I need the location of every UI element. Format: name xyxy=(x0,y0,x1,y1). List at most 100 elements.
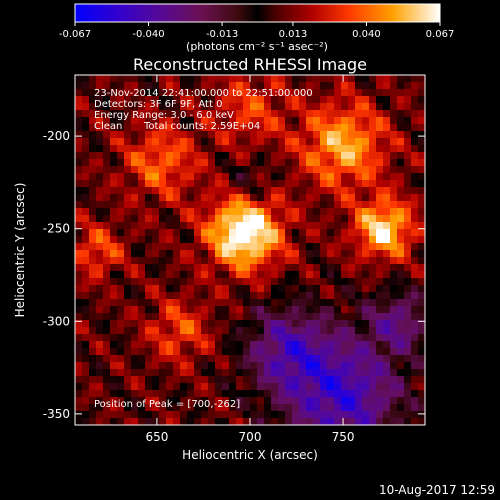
image-pixel xyxy=(145,397,153,405)
image-pixel xyxy=(89,124,97,132)
image-pixel xyxy=(124,285,132,293)
image-pixel xyxy=(236,376,244,384)
image-pixel xyxy=(376,222,384,230)
image-pixel xyxy=(376,278,384,286)
image-pixel xyxy=(229,243,237,251)
image-pixel xyxy=(215,222,223,230)
image-pixel xyxy=(215,376,223,384)
image-pixel xyxy=(243,145,251,153)
image-pixel xyxy=(341,355,349,363)
image-pixel xyxy=(278,299,286,307)
image-pixel xyxy=(327,313,335,321)
colorbar-ticks: -0.067 -0.040 -0.013 0.013 0.040 0.067 xyxy=(59,22,454,40)
image-pixel xyxy=(159,243,167,251)
image-pixel xyxy=(327,369,335,377)
image-pixel xyxy=(278,117,286,125)
y-tick-label: -250 xyxy=(43,222,70,236)
image-pixel xyxy=(334,152,342,160)
image-pixel xyxy=(208,257,216,265)
image-pixel xyxy=(285,243,293,251)
image-pixel xyxy=(215,138,223,146)
image-pixel xyxy=(334,348,342,356)
image-pixel xyxy=(376,299,384,307)
image-pixel xyxy=(404,159,412,167)
image-pixel xyxy=(124,264,132,272)
image-pixel xyxy=(124,215,132,223)
image-pixel xyxy=(75,362,83,370)
image-pixel xyxy=(341,404,349,412)
image-pixel xyxy=(208,348,216,356)
image-pixel xyxy=(264,299,272,307)
image-pixel xyxy=(166,208,174,216)
image-pixel xyxy=(201,341,209,349)
image-pixel xyxy=(166,404,174,412)
image-pixel xyxy=(166,75,174,83)
image-pixel xyxy=(362,390,370,398)
image-pixel xyxy=(152,187,160,195)
image-pixel xyxy=(278,173,286,181)
image-pixel xyxy=(110,75,118,83)
image-pixel xyxy=(320,411,328,419)
image-pixel xyxy=(159,334,167,342)
image-pixel xyxy=(131,264,139,272)
image-pixel xyxy=(257,180,265,188)
image-pixel xyxy=(320,299,328,307)
image-pixel xyxy=(376,376,384,384)
image-pixel xyxy=(257,243,265,251)
image-pixel xyxy=(96,404,104,412)
image-pixel xyxy=(250,194,258,202)
image-pixel xyxy=(243,257,251,265)
image-pixel xyxy=(376,411,384,419)
image-pixel xyxy=(285,299,293,307)
image-pixel xyxy=(257,229,265,237)
image-pixel xyxy=(159,159,167,167)
image-pixel xyxy=(131,208,139,216)
image-pixel xyxy=(82,180,90,188)
image-pixel xyxy=(243,299,251,307)
image-pixel xyxy=(138,313,146,321)
image-pixel xyxy=(138,334,146,342)
image-pixel xyxy=(320,103,328,111)
image-pixel xyxy=(306,117,314,125)
image-pixel xyxy=(271,110,279,118)
image-pixel xyxy=(180,166,188,174)
image-pixel xyxy=(348,411,356,419)
image-pixel xyxy=(278,418,286,426)
image-pixel xyxy=(327,222,335,230)
image-pixel xyxy=(173,278,181,286)
image-pixel xyxy=(103,362,111,370)
image-pixel xyxy=(124,278,132,286)
image-pixel xyxy=(103,299,111,307)
image-pixel xyxy=(320,173,328,181)
image-pixel xyxy=(271,159,279,167)
image-pixel xyxy=(397,313,405,321)
image-pixel xyxy=(145,117,153,125)
image-pixel xyxy=(397,264,405,272)
image-pixel xyxy=(229,138,237,146)
image-pixel xyxy=(271,327,279,335)
image-pixel xyxy=(222,75,230,83)
image-pixel xyxy=(341,313,349,321)
image-pixel xyxy=(201,159,209,167)
image-pixel xyxy=(75,110,83,118)
image-pixel xyxy=(313,299,321,307)
image-pixel xyxy=(320,320,328,328)
image-pixel xyxy=(418,404,426,412)
image-pixel xyxy=(376,138,384,146)
image-pixel xyxy=(82,243,90,251)
image-pixel xyxy=(208,341,216,349)
image-pixel xyxy=(292,243,300,251)
image-pixel xyxy=(334,180,342,188)
image-pixel xyxy=(166,334,174,342)
image-pixel xyxy=(152,390,160,398)
image-pixel xyxy=(292,173,300,181)
image-pixel xyxy=(383,187,391,195)
image-pixel xyxy=(215,82,223,90)
image-pixel xyxy=(383,159,391,167)
image-pixel xyxy=(138,236,146,244)
image-pixel xyxy=(250,355,258,363)
image-pixel xyxy=(418,327,426,335)
image-pixel xyxy=(278,180,286,188)
image-pixel xyxy=(131,418,139,426)
image-pixel xyxy=(327,236,335,244)
